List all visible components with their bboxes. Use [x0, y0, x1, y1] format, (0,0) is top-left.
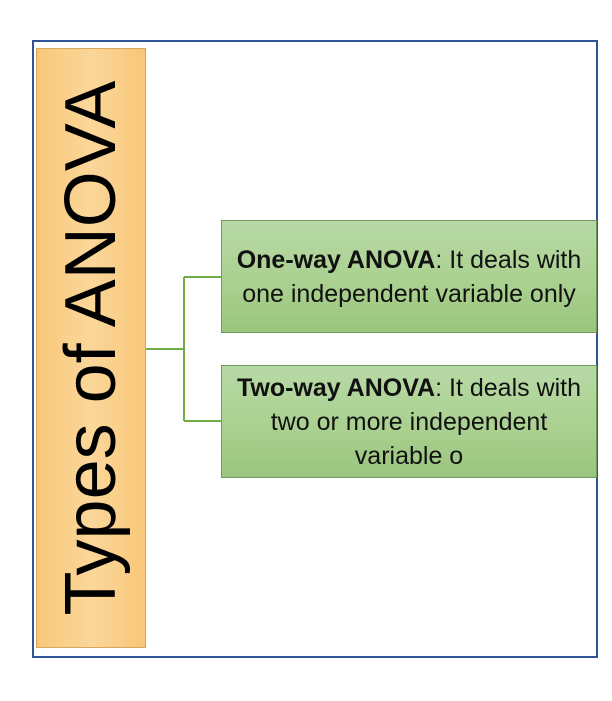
child-node-definition: : It deals with two or more independent …	[270, 373, 582, 470]
child-node-term: One-way ANOVA	[236, 245, 436, 274]
child-node-text: Two-way ANOVA: It deals with two or more…	[230, 371, 588, 473]
child-node-term: Two-way ANOVA	[236, 373, 436, 402]
child-node-text: One-way ANOVA: It deals with one indepen…	[230, 243, 588, 311]
child-node-two-way: Two-way ANOVA: It deals with two or more…	[221, 365, 597, 478]
root-node: Types of ANOVA	[36, 48, 146, 648]
child-node-definition: : It deals with one independent variable…	[242, 245, 582, 308]
child-node-one-way: One-way ANOVA: It deals with one indepen…	[221, 220, 597, 333]
